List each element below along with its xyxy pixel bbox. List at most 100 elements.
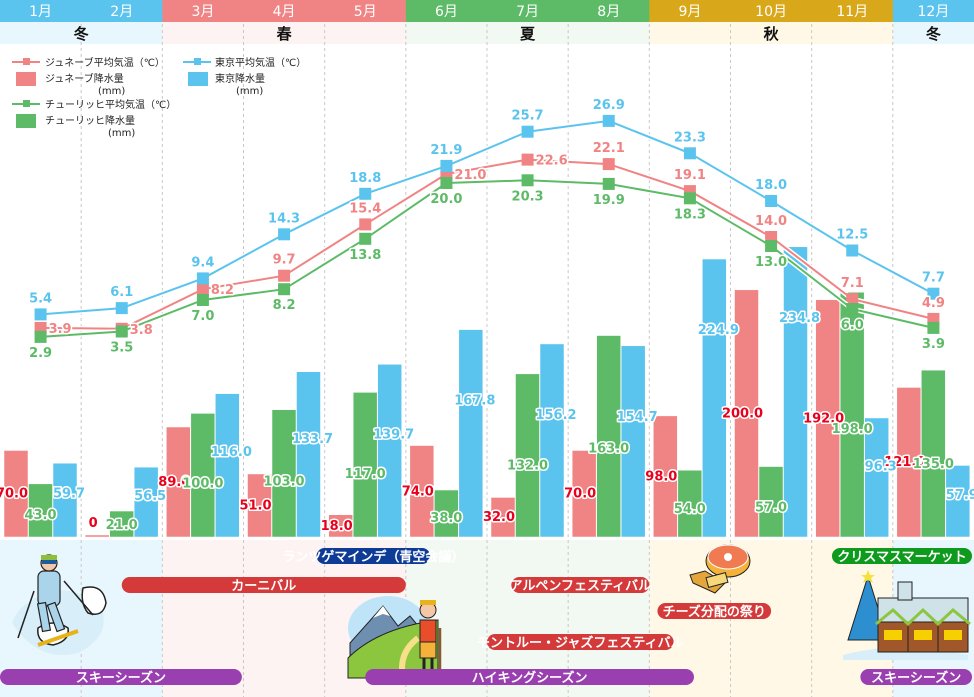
legend-label: 東京降水量: [215, 72, 265, 85]
precip-label: 198.0: [832, 422, 873, 437]
event-label: ランツゲマインデ（青空会議）: [282, 549, 464, 565]
temp-label: 2.9: [29, 346, 52, 361]
temp-marker: [278, 283, 291, 296]
temp-label: 9.4: [191, 255, 214, 270]
precip-label: 121.0: [884, 455, 925, 470]
precip-bar: [515, 373, 540, 538]
temp-marker: [602, 114, 615, 127]
precip-bar: [702, 258, 727, 538]
temp-label: 22.1: [593, 141, 625, 156]
precip-label: 156.2: [535, 408, 576, 423]
event-bar: [316, 548, 431, 564]
temp-label: 22.6: [536, 154, 568, 169]
temp-marker: [521, 125, 534, 138]
month-label: 9月: [678, 4, 701, 20]
temp-label: 20.0: [430, 192, 462, 207]
season-label: 冬: [926, 25, 941, 43]
temp-label: 20.3: [512, 189, 544, 204]
legend-label: チューリッヒ平均気温（℃）: [45, 98, 176, 111]
temp-label: 14.0: [755, 214, 787, 229]
precip-label: 163.0: [588, 441, 629, 456]
precip-bar: [166, 426, 191, 538]
temp-label: 18.0: [755, 178, 787, 193]
temp-marker: [602, 177, 615, 190]
temp-marker: [927, 321, 940, 334]
month-header: 1月 2月 3月 4月 5月 6月 7月 8月 9月 10月 11月 12月: [0, 0, 974, 22]
precip-label: 51.0: [239, 498, 271, 513]
temp-label: 3.5: [110, 341, 133, 356]
precip-label: 100.0: [182, 476, 223, 491]
event-label: ハイキングシーズン: [472, 670, 588, 686]
season-background: [324, 22, 407, 44]
month-gridlines: [80, 0, 894, 697]
precip-bar: [190, 413, 216, 538]
precip-label: 70.0: [0, 487, 28, 502]
month-label: 1月: [29, 4, 52, 20]
event-bar: [831, 548, 972, 564]
season-background: [162, 22, 244, 44]
precip-label: 167.8: [454, 394, 495, 409]
precip-bar: [758, 466, 784, 538]
season-label: 夏: [519, 25, 536, 43]
precip-label: 224.9: [698, 323, 739, 338]
precip-bar: [377, 364, 402, 538]
month-label: 7月: [516, 4, 539, 20]
legend-geneva-rain: ジュネーブ降水量 (mm): [16, 72, 125, 97]
precip-bar: [247, 473, 272, 538]
temp-line: [40, 179, 934, 338]
month-label: 8月: [597, 4, 620, 20]
precip-label: 57.0: [755, 500, 787, 515]
temp-marker: [846, 293, 859, 306]
month-label: 2月: [110, 4, 133, 20]
legend-zurich-rain: チューリッヒ降水量 (mm): [16, 114, 135, 139]
season-background: [81, 22, 163, 44]
event-label: スキーシーズン: [871, 670, 961, 686]
temp-marker: [278, 228, 291, 241]
temp-marker: [765, 195, 778, 207]
legend-label: チューリッヒ降水量: [45, 114, 135, 127]
precip-label: 117.0: [345, 467, 386, 482]
precip-label: 0: [89, 516, 98, 531]
legend-label: 東京平均気温（℃）: [215, 56, 306, 69]
season-label: 秋: [764, 25, 780, 43]
precip-label: 21.0: [106, 518, 138, 533]
event-bar: [511, 577, 650, 593]
season-header: 冬春夏秋冬: [74, 25, 941, 43]
skier-icon: [12, 554, 107, 655]
precip-bar: [434, 489, 459, 538]
precip-label: 56.5: [134, 489, 166, 504]
event-label: アルペンフェスティバル: [509, 579, 651, 594]
legend-label: ジュネーブ降水量: [45, 72, 124, 85]
precip-label: 57.9: [946, 488, 974, 503]
event-bar: [365, 669, 694, 685]
season-background: [0, 22, 82, 44]
month-header-cell: [81, 0, 163, 22]
temp-marker: [34, 308, 47, 321]
precip-bar: [864, 417, 889, 538]
precip-label: 89.0: [158, 475, 190, 490]
precip-bar: [328, 514, 353, 538]
cheese-icon: [689, 544, 751, 594]
temp-marker: [683, 192, 696, 205]
precip-label: 103.0: [263, 475, 304, 490]
month-header-cell: [649, 0, 731, 22]
temp-label: 3.8: [130, 323, 153, 338]
precip-bar: [52, 462, 78, 538]
temp-marker: [521, 174, 534, 187]
temp-label: 9.7: [273, 253, 296, 268]
temperature-labels: 3.9 3.8 8.2 9.7 15.4 21.0 22.6 22.1 19.1 14.0 7.1 4…: [28, 96, 947, 362]
event-bar: [121, 577, 406, 593]
precip-bar: [896, 387, 922, 538]
temp-marker: [846, 303, 859, 315]
temp-marker: [359, 218, 372, 231]
event-bar: [487, 634, 674, 650]
precipitation-labels: 70.0 0 89.0 51.0 18.0 74.0 32.0 70.0 98.0 200.0 19…: [0, 309, 974, 535]
precip-bar: [28, 483, 53, 538]
month-header-cell: [243, 0, 326, 22]
legend: ジュネーブ平均気温（℃） ジュネーブ降水量 (mm) 東京平均気温（℃） 東京降…: [12, 56, 306, 139]
temp-marker: [115, 325, 128, 338]
season-background: [811, 22, 894, 44]
month-label: 6月: [435, 4, 458, 20]
event-label: クリスマスマーケット: [837, 550, 966, 565]
precip-bar: [620, 345, 646, 538]
